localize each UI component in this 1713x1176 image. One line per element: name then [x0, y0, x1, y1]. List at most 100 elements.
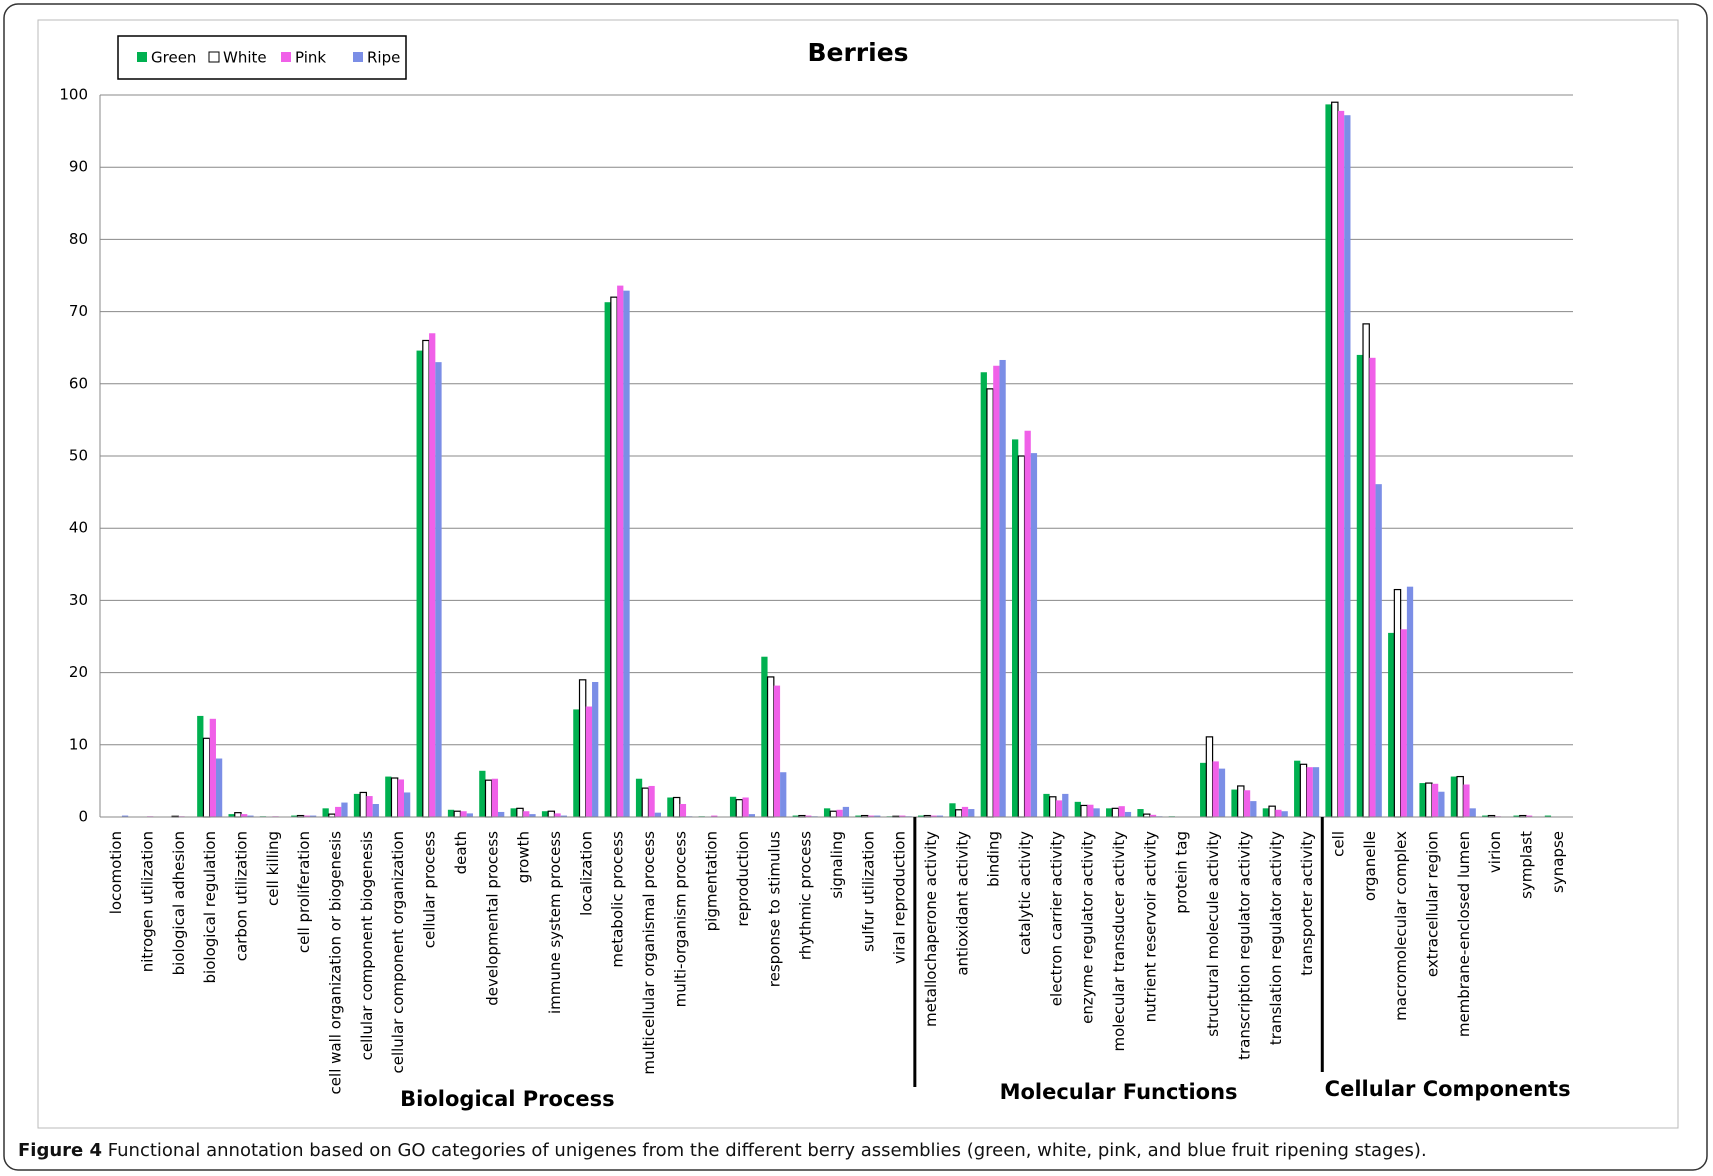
y-tick-label: 60 — [69, 374, 88, 392]
bar — [404, 792, 411, 817]
bar — [667, 797, 674, 817]
x-tick-label: nitrogen utilization — [139, 831, 157, 972]
bar — [748, 814, 756, 817]
y-tick-label: 10 — [69, 735, 88, 753]
bar — [1400, 629, 1407, 817]
caption: Figure 4 Functional annotation based on … — [18, 1140, 1427, 1161]
bar — [1331, 101, 1339, 818]
bar — [773, 685, 781, 817]
bar — [1017, 455, 1026, 818]
x-tick-label: cell killing — [264, 831, 282, 906]
bar — [303, 815, 310, 817]
x-tick-label: synapse — [1549, 831, 1567, 893]
bar — [1469, 808, 1476, 817]
bar — [1205, 736, 1214, 818]
bar — [1450, 776, 1458, 817]
x-tick-label: reproduction — [734, 831, 752, 927]
bar — [1055, 800, 1063, 817]
x-tick-label: organelle — [1361, 831, 1379, 901]
legend-swatch — [208, 51, 220, 63]
bar — [766, 676, 775, 818]
bar — [435, 362, 442, 817]
bar — [1388, 632, 1395, 817]
bar — [936, 815, 944, 817]
bar — [1212, 761, 1219, 817]
bar — [479, 770, 486, 817]
bar — [516, 807, 524, 818]
x-tick-label: rhythmic process — [797, 831, 815, 960]
bar — [523, 811, 530, 817]
y-tick-label: 40 — [69, 519, 88, 537]
bar — [491, 778, 499, 817]
bar — [1080, 804, 1088, 818]
x-tick-label: localization — [577, 831, 595, 916]
group-label: Cellular Components — [1325, 1077, 1571, 1101]
x-tick-label: electron carrier activity — [1047, 831, 1065, 1006]
x-tick-label: membrane-enclosed lumen — [1455, 831, 1473, 1037]
bar — [541, 811, 549, 817]
x-tick-label: cell wall organization or biogenesis — [327, 831, 345, 1095]
bar — [792, 815, 799, 817]
bar — [735, 799, 744, 818]
bar — [711, 815, 718, 817]
bar — [874, 815, 881, 817]
bar — [1337, 110, 1345, 817]
bar — [422, 339, 430, 818]
bar — [466, 813, 473, 817]
bar — [986, 388, 994, 818]
bar — [291, 815, 298, 817]
bar — [968, 809, 975, 817]
bar — [554, 813, 561, 817]
bar — [1012, 439, 1019, 817]
y-tick-label: 70 — [69, 302, 88, 320]
bar — [366, 796, 373, 817]
bar — [1306, 767, 1313, 817]
bar — [1369, 357, 1376, 817]
bar — [1294, 760, 1301, 817]
bar — [1243, 790, 1251, 817]
x-tick-label: multicellular organismal process — [640, 831, 658, 1075]
bar — [1419, 783, 1426, 817]
bar — [993, 365, 1000, 817]
y-tick-label: 80 — [69, 230, 88, 248]
x-tick-label: multi-organism process — [671, 831, 689, 1008]
x-tick-label: developmental process — [483, 831, 501, 1006]
x-tick-label: antioxidant activity — [953, 831, 971, 976]
x-tick-label: growth — [515, 831, 533, 883]
bar — [1281, 811, 1288, 817]
bar — [1456, 775, 1464, 818]
bar — [1362, 323, 1370, 818]
bar — [829, 810, 838, 818]
bar — [453, 810, 462, 818]
bar — [1049, 796, 1057, 818]
x-tick-label: cellular component biogenesis — [358, 831, 376, 1061]
x-tick-label: metallochaperone activity — [922, 831, 940, 1027]
bar — [1250, 801, 1257, 817]
x-tick-label: enzyme regulator activity — [1079, 831, 1097, 1024]
bar — [742, 797, 749, 817]
bar — [980, 372, 987, 817]
bar — [1237, 785, 1245, 818]
bar — [447, 809, 455, 817]
x-tick-label: transporter activity — [1298, 831, 1316, 976]
bar — [729, 796, 737, 817]
bar — [654, 812, 661, 817]
bar — [390, 777, 399, 818]
bar — [1124, 811, 1132, 817]
bar — [805, 815, 812, 817]
bar — [1425, 782, 1433, 818]
bar — [1344, 115, 1351, 817]
bar — [197, 715, 204, 817]
chart-frame — [37, 19, 1679, 1129]
bar — [1438, 791, 1445, 817]
legend-label: Ripe — [367, 49, 400, 67]
bar — [1074, 801, 1081, 817]
legend-swatch — [137, 52, 147, 62]
group-label: Molecular Functions — [1000, 1080, 1238, 1104]
x-tick-label: nutrient reservoir activity — [1141, 831, 1159, 1022]
bar — [1268, 805, 1276, 818]
bar — [215, 758, 223, 817]
bar — [1106, 808, 1113, 817]
bar — [961, 806, 969, 817]
x-tick-label: catalytic activity — [1016, 831, 1034, 955]
